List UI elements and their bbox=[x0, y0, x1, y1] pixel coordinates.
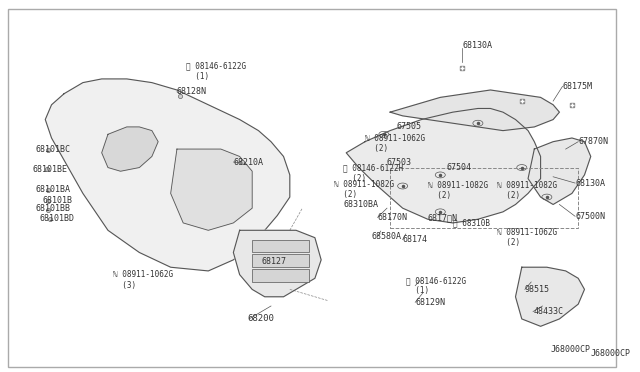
Text: Ⓑ 08146-6122H
  (2): Ⓑ 08146-6122H (2) bbox=[343, 163, 403, 183]
Text: Ⓑ 08146-6122G
  (1): Ⓑ 08146-6122G (1) bbox=[186, 62, 246, 81]
Text: J68000CP: J68000CP bbox=[551, 345, 591, 354]
Polygon shape bbox=[528, 138, 591, 205]
Text: Ⓑ 08146-6122G
  (1): Ⓑ 08146-6122G (1) bbox=[406, 276, 466, 295]
Polygon shape bbox=[234, 230, 321, 297]
Polygon shape bbox=[515, 267, 584, 326]
Text: J68000CP: J68000CP bbox=[591, 350, 631, 359]
Polygon shape bbox=[171, 149, 252, 230]
Text: ℕ 08911-1082G
  (2): ℕ 08911-1082G (2) bbox=[333, 180, 394, 199]
Text: ℕ 08911-1062G
  (3): ℕ 08911-1062G (3) bbox=[113, 270, 173, 290]
Text: 68174: 68174 bbox=[403, 235, 428, 244]
Text: 68101BA: 68101BA bbox=[36, 185, 71, 194]
Text: 68200: 68200 bbox=[248, 314, 275, 323]
Text: 6817ⓂN: 6817ⓂN bbox=[428, 213, 458, 222]
Text: 68130A: 68130A bbox=[575, 179, 605, 187]
Polygon shape bbox=[45, 79, 290, 271]
Text: 68130A: 68130A bbox=[462, 41, 492, 50]
Text: 68101BB: 68101BB bbox=[36, 204, 71, 214]
Text: 68128N: 68128N bbox=[177, 87, 207, 96]
Text: 67504: 67504 bbox=[447, 163, 472, 172]
Text: 68580A: 68580A bbox=[371, 232, 401, 241]
Text: 48433C: 48433C bbox=[533, 307, 563, 316]
Bar bbox=[390, 167, 578, 228]
Polygon shape bbox=[102, 127, 158, 171]
Text: ℕ 08911-1082G
  (2): ℕ 08911-1082G (2) bbox=[428, 181, 488, 200]
Text: 67870N: 67870N bbox=[578, 137, 608, 146]
Text: 98515: 98515 bbox=[525, 285, 550, 294]
Text: 68101BD: 68101BD bbox=[39, 214, 74, 223]
Text: ℕ 08911-1082G
  (2): ℕ 08911-1082G (2) bbox=[497, 181, 557, 200]
Polygon shape bbox=[390, 90, 559, 131]
Text: ℕ 08911-1062G
  (2): ℕ 08911-1062G (2) bbox=[365, 134, 425, 153]
Text: 68101BC: 68101BC bbox=[36, 145, 71, 154]
Text: 68101BE: 68101BE bbox=[33, 165, 68, 174]
Text: 68129N: 68129N bbox=[415, 298, 445, 307]
Text: 67503: 67503 bbox=[387, 157, 412, 167]
Text: 68127: 68127 bbox=[262, 257, 287, 266]
Text: 68170N: 68170N bbox=[378, 213, 408, 222]
Text: 67500N: 67500N bbox=[575, 212, 605, 221]
Bar bbox=[252, 269, 308, 282]
Text: 68310BA: 68310BA bbox=[343, 200, 378, 209]
Text: 68101B: 68101B bbox=[42, 196, 72, 205]
Text: Ⓢ 68310B: Ⓢ 68310B bbox=[453, 218, 490, 227]
Text: 68175M: 68175M bbox=[563, 82, 593, 91]
Polygon shape bbox=[346, 109, 541, 223]
Bar bbox=[252, 240, 308, 253]
Text: 67505: 67505 bbox=[396, 122, 421, 131]
Bar bbox=[252, 254, 308, 267]
Text: ℕ 08911-1062G
  (2): ℕ 08911-1062G (2) bbox=[497, 228, 557, 247]
Text: 68210A: 68210A bbox=[234, 157, 264, 167]
